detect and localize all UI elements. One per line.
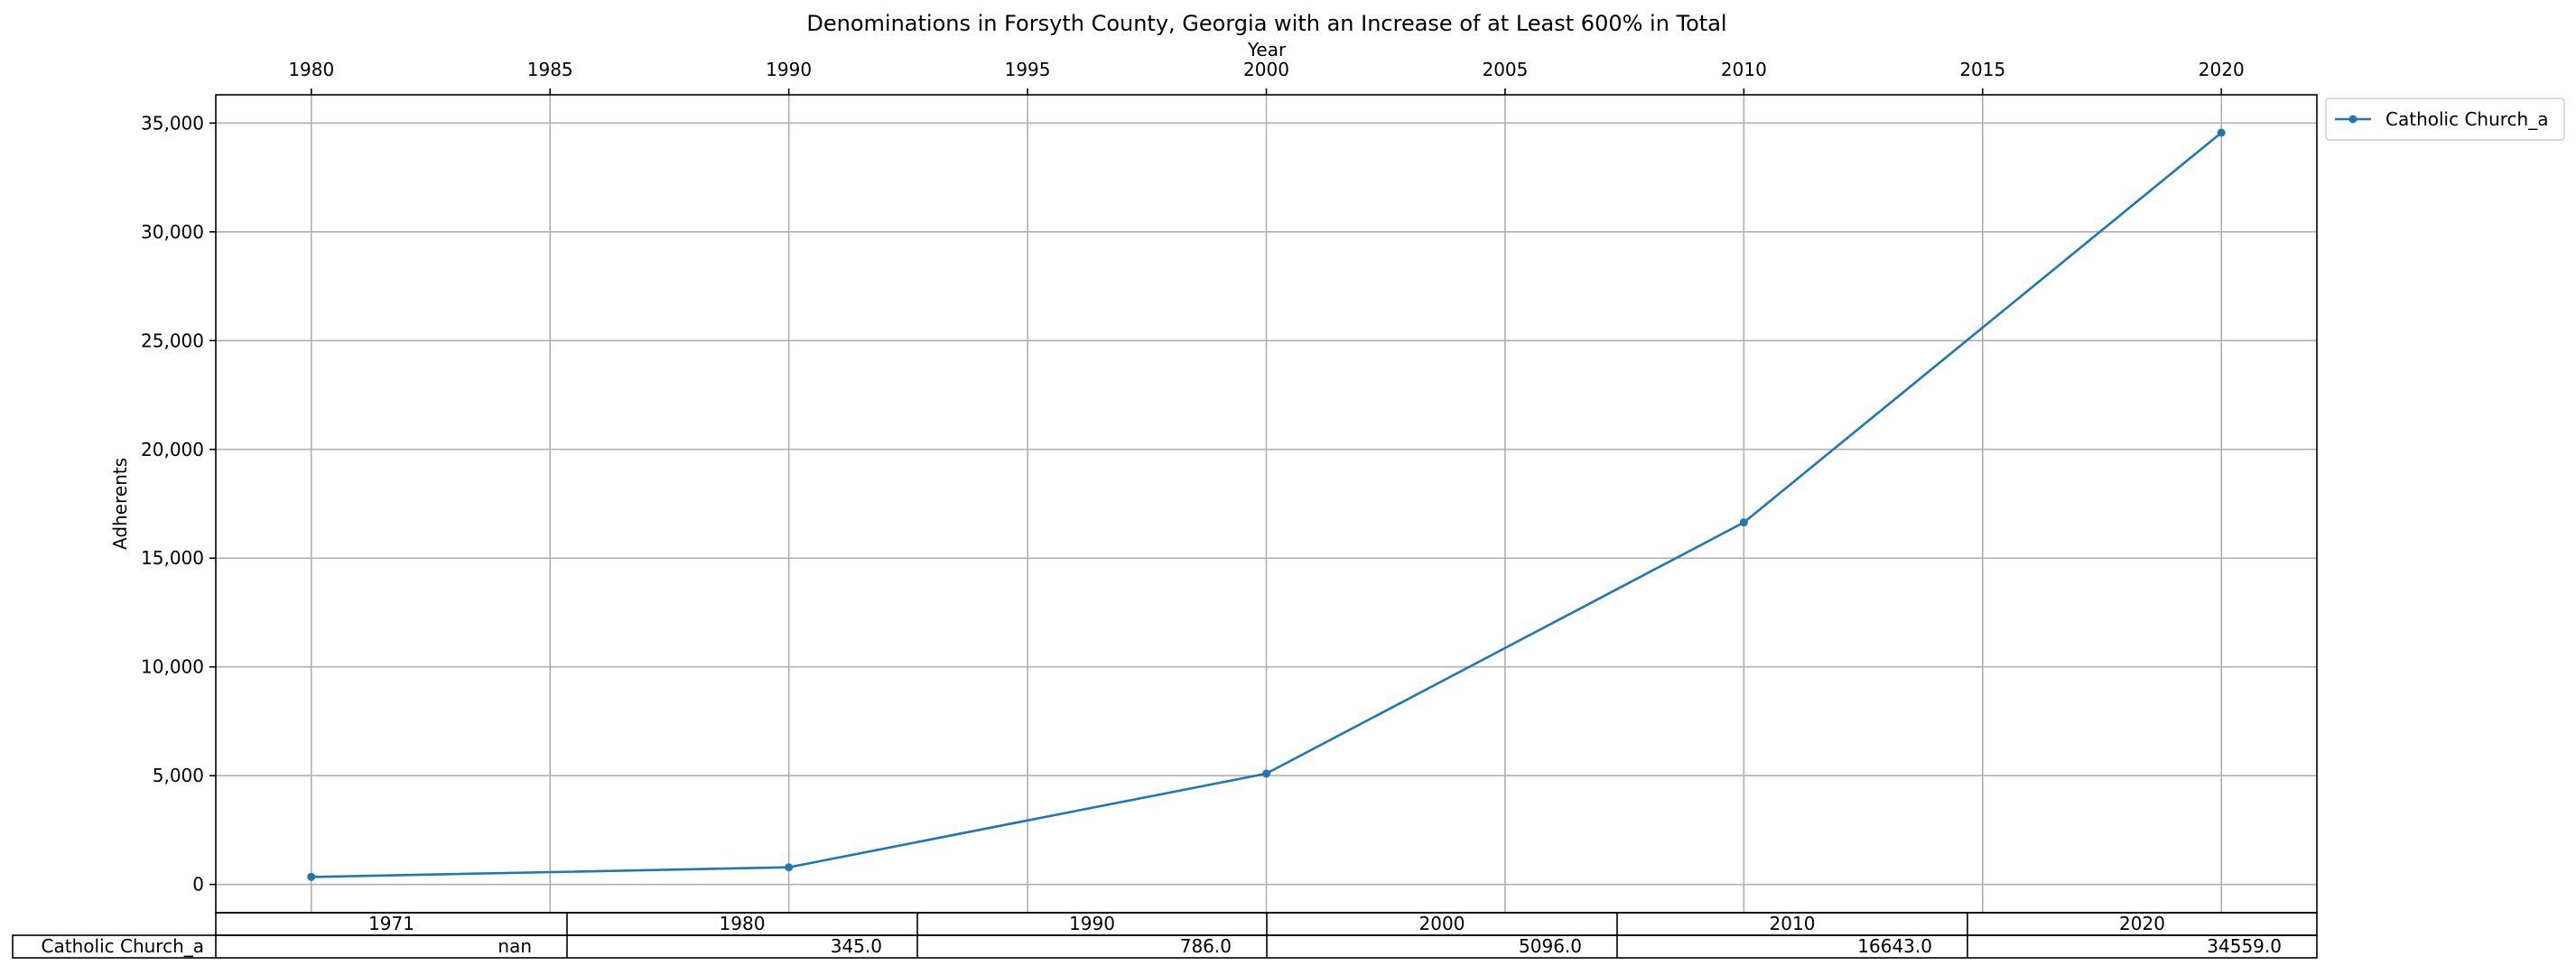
y-tick-label: 10,000 <box>141 656 204 678</box>
y-tick-label: 15,000 <box>141 547 204 569</box>
y-tick-label: 20,000 <box>141 439 204 460</box>
y-tick-label: 25,000 <box>141 330 204 351</box>
table-cell: nan <box>498 935 532 957</box>
data-point <box>1739 518 1748 527</box>
table-column-header: 2010 <box>1770 913 1816 934</box>
grid <box>216 95 2317 913</box>
x-tick-label: 2005 <box>1482 59 1528 80</box>
x-axis-label: Year <box>1247 39 1287 60</box>
table-cell: 786.0 <box>1180 935 1232 957</box>
x-axis: 1980 1985 1990 1995 2000 2005 2010 2015 2020 <box>288 59 2245 95</box>
x-tick-label: 1990 <box>766 59 812 80</box>
table-column-header: 1990 <box>1069 913 1115 934</box>
table-column-header: 1971 <box>368 913 414 934</box>
legend: Catholic Church_a <box>2325 98 2565 141</box>
y-tick-label: 30,000 <box>141 221 204 243</box>
series-layer <box>307 128 2226 881</box>
table-column-header: 1980 <box>720 913 766 934</box>
table-data-row <box>12 934 2318 959</box>
legend-label: Catholic Church_a <box>2385 108 2548 130</box>
x-tick-label: 1980 <box>288 59 334 80</box>
data-point <box>1262 769 1270 778</box>
legend-marker <box>2348 115 2357 124</box>
table-column-header: 2020 <box>2119 913 2165 934</box>
table-cell: 16643.0 <box>1857 935 1932 957</box>
table-cell: 345.0 <box>831 935 882 957</box>
data-table: 1971 1980 1990 2000 2010 2020 Catholic Church_… <box>12 912 2318 959</box>
y-axis: 0 5,000 10,000 15,000 20,000 25,000 30,000 35,0… <box>141 112 216 896</box>
x-tick-label: 1985 <box>527 59 573 80</box>
x-tick-label: 2000 <box>1243 59 1289 80</box>
y-tick-label: 0 <box>192 874 204 896</box>
chart-title: Denominations in Forsyth County, Georgia… <box>806 11 1726 36</box>
data-point <box>2217 128 2226 137</box>
table-column-header: 2000 <box>1419 913 1465 934</box>
x-tick-label: 2020 <box>2199 59 2245 80</box>
legend-frame <box>2325 98 2565 141</box>
data-point <box>307 872 316 881</box>
table-cell: 34559.0 <box>2207 935 2282 957</box>
x-tick-label: 2010 <box>1721 59 1767 80</box>
y-tick-label: 35,000 <box>141 112 204 134</box>
table-cell: 5096.0 <box>1519 935 1582 957</box>
y-axis-label: Adherents <box>109 458 131 550</box>
data-point <box>785 863 794 872</box>
y-tick-label: 5,000 <box>153 765 204 786</box>
x-tick-label: 1995 <box>1005 59 1051 80</box>
table-row-label: Catholic Church_a <box>42 935 204 957</box>
x-tick-label: 2015 <box>1959 59 2005 80</box>
